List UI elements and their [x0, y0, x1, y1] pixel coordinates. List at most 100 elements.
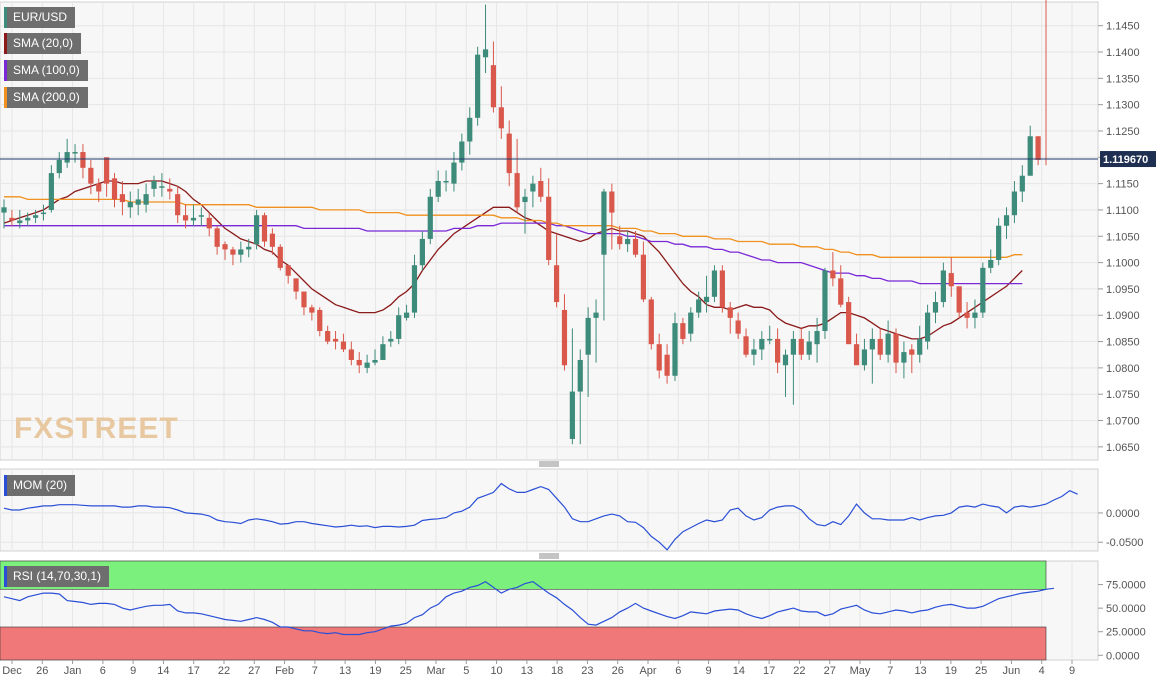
x-tick-label: 17	[188, 665, 200, 677]
candle	[798, 328, 804, 360]
candle	[909, 344, 915, 374]
candle-body	[609, 191, 615, 213]
momentum-pane-background	[0, 468, 1099, 552]
price-tick-label: 1.0750	[1106, 389, 1140, 401]
last-price-badge	[1100, 151, 1156, 168]
candle	[877, 328, 883, 360]
candle	[206, 212, 212, 237]
price-tick-label: 1.0700	[1106, 416, 1140, 428]
legend-symbol-swatch	[4, 7, 7, 28]
candle-body	[672, 323, 678, 376]
candle-body	[467, 117, 473, 142]
candle	[64, 138, 70, 168]
candle-body	[711, 270, 718, 297]
candle-body	[640, 254, 647, 300]
candle	[127, 191, 133, 218]
candle-body	[411, 265, 418, 313]
x-tick-label: 4	[1039, 665, 1045, 677]
candle	[617, 225, 623, 250]
candle-body	[632, 238, 639, 255]
legend-symbol[interactable]: EUR/USD	[4, 7, 76, 28]
candle	[419, 231, 425, 271]
candle-body	[482, 49, 489, 58]
legend-mom[interactable]: MOM (20)	[4, 475, 75, 496]
candle	[254, 209, 260, 250]
candle-body	[9, 217, 15, 221]
candle-body	[601, 191, 607, 255]
candle	[396, 307, 402, 345]
candle-body	[32, 215, 39, 218]
candle	[838, 265, 844, 308]
candle-body	[254, 215, 260, 245]
candle-body	[838, 278, 844, 305]
candle	[972, 299, 978, 329]
momentum-rsi-splitter[interactable]	[539, 553, 559, 559]
price-tick-label: 1.1250	[1106, 126, 1140, 138]
candle-body	[656, 344, 662, 371]
candle	[9, 209, 15, 226]
candle-body	[238, 249, 244, 255]
candle-body	[151, 180, 157, 189]
candle-body	[261, 215, 268, 242]
candle-body	[419, 238, 425, 266]
candle-body	[775, 338, 781, 363]
candle-body	[277, 246, 283, 268]
candle-body	[403, 312, 410, 318]
candle-body	[72, 152, 78, 154]
candle	[190, 204, 197, 226]
candle-body	[1035, 136, 1041, 160]
price-tick-label: 1.1150	[1106, 179, 1139, 191]
candle	[1, 199, 7, 229]
candle-body	[577, 359, 583, 392]
candle-body	[932, 302, 939, 313]
candle	[577, 349, 583, 445]
x-tick-label: 19	[369, 665, 381, 677]
candle	[530, 175, 536, 208]
sma100-line	[4, 222, 1023, 285]
candle	[672, 312, 678, 382]
candle-body	[798, 338, 804, 355]
candle	[727, 302, 733, 334]
price-tick-label: 1.1050	[1106, 231, 1140, 243]
candle-body	[546, 196, 552, 260]
candle	[924, 304, 931, 350]
candle-body	[538, 180, 544, 197]
candle	[561, 294, 568, 371]
candle	[585, 307, 591, 397]
candle	[490, 41, 497, 113]
price-tick-label: 1.0800	[1106, 363, 1140, 375]
legend-sma200[interactable]: SMA (200,0)	[4, 87, 88, 108]
candle-body	[293, 278, 299, 292]
candle	[917, 325, 923, 363]
sma20-line	[3, 180, 1023, 340]
candle-body	[459, 141, 465, 163]
legend-rsi[interactable]: RSI (14,70,30,1)	[4, 566, 110, 587]
candle	[751, 338, 757, 366]
candle	[846, 296, 852, 345]
x-tick-label: 17	[763, 665, 775, 677]
rsi-tick-label: 0.0000	[1106, 650, 1140, 662]
legend-sma20[interactable]: SMA (20,0)	[4, 33, 82, 54]
candle-body	[17, 220, 23, 224]
price-tick-label: 1.1100	[1106, 205, 1139, 217]
candle	[246, 238, 252, 258]
candle	[475, 46, 481, 126]
legend-sma200-label: SMA (200,0)	[13, 90, 80, 104]
candle	[593, 299, 599, 363]
price-tick-label: 1.0650	[1106, 442, 1140, 454]
candle-body	[696, 299, 702, 313]
candle-body	[427, 196, 433, 239]
x-tick-label: 14	[157, 665, 169, 677]
candle-body	[175, 194, 181, 216]
candle	[143, 183, 149, 213]
price-momentum-splitter[interactable]	[539, 461, 559, 467]
candle	[601, 188, 607, 321]
candle-body	[1027, 136, 1033, 176]
candle	[198, 207, 204, 226]
x-tick-label: 22	[218, 665, 230, 677]
candle	[996, 217, 1002, 266]
legend-sma100[interactable]: SMA (100,0)	[4, 60, 88, 81]
candle	[522, 188, 528, 234]
legend-symbol-label: EUR/USD	[13, 10, 68, 24]
